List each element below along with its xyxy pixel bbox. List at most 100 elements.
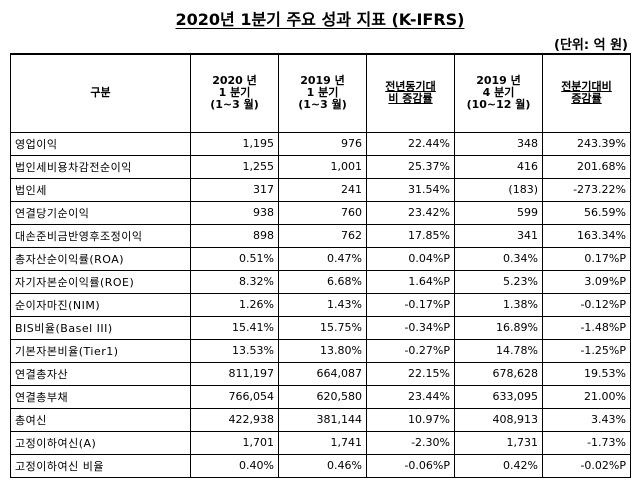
cell-yoy-change: 17.85% (366, 223, 455, 248)
cell-2019-q1: 760 (278, 200, 367, 225)
cell-2020-q1: 8.32% (190, 269, 279, 294)
cell-2019-q4: 16.89% (454, 315, 543, 340)
cell-2019-q1: 664,087 (278, 361, 367, 386)
table-row: BIS비율(Basel III) 15.41% 15.75% -0.34%P 16.89… (10, 315, 631, 340)
row-label: 총여신 (10, 407, 191, 432)
cell-2019-q4: (183) (454, 177, 543, 202)
cell-2019-q1: 976 (278, 131, 367, 156)
cell-2019-q4: 599 (454, 200, 543, 225)
performance-table: 구분 2020 년 1 분기 (1~3 월) 2019 년 1 분기 (1~3 … (10, 53, 631, 478)
cell-yoy-change: 10.97% (366, 407, 455, 432)
row-label: 연결당기순이익 (10, 200, 191, 225)
cell-2019-q4: 408,913 (454, 407, 543, 432)
cell-2019-q1: 0.47% (278, 246, 367, 271)
header-2019-q1: 2019 년 1 분기 (1~3 월) (278, 53, 367, 133)
cell-yoy-change: 31.54% (366, 177, 455, 202)
header-qoq-change: 전분기대비 증감률 (542, 53, 631, 133)
header-row: 구분 2020 년 1 분기 (1~3 월) 2019 년 1 분기 (1~3 … (10, 53, 631, 133)
row-label: 순이자마진(NIM) (10, 292, 191, 317)
row-label: 고정이하여신 비율 (10, 453, 191, 478)
cell-2019-q1: 381,144 (278, 407, 367, 432)
cell-yoy-change: 0.04%P (366, 246, 455, 271)
table-row: 연결당기순이익 938 760 23.42% 599 56.59% (10, 200, 631, 225)
cell-2019-q4: 678,628 (454, 361, 543, 386)
cell-yoy-change: -0.34%P (366, 315, 455, 340)
cell-yoy-change: -0.06%P (366, 453, 455, 478)
row-label: 연결총자산 (10, 361, 191, 386)
cell-2019-q1: 1,741 (278, 430, 367, 455)
cell-qoq-change: 3.09%P (542, 269, 631, 294)
table-row: 법인세비용차감전순이익 1,255 1,001 25.37% 416 201.68% (10, 154, 631, 179)
row-label: 총자산순이익률(ROA) (10, 246, 191, 271)
cell-2019-q4: 14.78% (454, 338, 543, 363)
cell-2020-q1: 422,938 (190, 407, 279, 432)
table-row: 총여신 422,938 381,144 10.97% 408,913 3.43% (10, 407, 631, 432)
cell-qoq-change: -1.48%P (542, 315, 631, 340)
cell-yoy-change: 23.42% (366, 200, 455, 225)
cell-2019-q1: 620,580 (278, 384, 367, 409)
row-label: 법인세 (10, 177, 191, 202)
cell-yoy-change: -0.27%P (366, 338, 455, 363)
cell-2019-q4: 341 (454, 223, 543, 248)
cell-qoq-change: -1.25%P (542, 338, 631, 363)
cell-yoy-change: -0.17%P (366, 292, 455, 317)
cell-2019-q1: 762 (278, 223, 367, 248)
cell-2020-q1: 0.40% (190, 453, 279, 478)
cell-qoq-change: 0.17%P (542, 246, 631, 271)
cell-2019-q1: 15.75% (278, 315, 367, 340)
table-row: 대손준비금반영후조정이익 898 762 17.85% 341 163.34% (10, 223, 631, 248)
cell-yoy-change: 22.15% (366, 361, 455, 386)
cell-2019-q4: 416 (454, 154, 543, 179)
cell-2020-q1: 1.26% (190, 292, 279, 317)
cell-yoy-change: -2.30% (366, 430, 455, 455)
row-label: 법인세비용차감전순이익 (10, 154, 191, 179)
cell-qoq-change: 201.68% (542, 154, 631, 179)
row-label: BIS비율(Basel III) (10, 315, 191, 340)
cell-qoq-change: 243.39% (542, 131, 631, 156)
cell-yoy-change: 23.44% (366, 384, 455, 409)
cell-2020-q1: 1,255 (190, 154, 279, 179)
page-title: 2020년 1분기 주요 성과 지표 (K-IFRS) (175, 10, 465, 29)
cell-2019-q1: 1,001 (278, 154, 367, 179)
header-2019-q4: 2019 년 4 분기 (10~12 월) (454, 53, 543, 133)
cell-2019-q1: 0.46% (278, 453, 367, 478)
unit-label: (단위: 억 원) (554, 38, 628, 53)
cell-2020-q1: 898 (190, 223, 279, 248)
header-category: 구분 (10, 53, 191, 133)
cell-2019-q1: 13.80% (278, 338, 367, 363)
row-label: 기본자본비율(Tier1) (10, 338, 191, 363)
cell-qoq-change: -1.73% (542, 430, 631, 455)
cell-2020-q1: 938 (190, 200, 279, 225)
cell-qoq-change: -273.22% (542, 177, 631, 202)
row-label: 연결총부채 (10, 384, 191, 409)
table-row: 기본자본비율(Tier1) 13.53% 13.80% -0.27%P 14.78% -1… (10, 338, 631, 363)
cell-2020-q1: 811,197 (190, 361, 279, 386)
cell-2020-q1: 317 (190, 177, 279, 202)
table-row: 연결총자산 811,197 664,087 22.15% 678,628 19.53% (10, 361, 631, 386)
cell-2019-q4: 5.23% (454, 269, 543, 294)
cell-qoq-change: 56.59% (542, 200, 631, 225)
cell-2020-q1: 1,195 (190, 131, 279, 156)
cell-2020-q1: 13.53% (190, 338, 279, 363)
table-row: 자기자본순이익률(ROE) 8.32% 6.68% 1.64%P 5.23% 3.09%P (10, 269, 631, 294)
cell-qoq-change: -0.12%P (542, 292, 631, 317)
table-row: 고정이하여신(A) 1,701 1,741 -2.30% 1,731 -1.73% (10, 430, 631, 455)
row-label: 대손준비금반영후조정이익 (10, 223, 191, 248)
cell-2019-q4: 0.34% (454, 246, 543, 271)
cell-2019-q4: 1,731 (454, 430, 543, 455)
cell-qoq-change: 21.00% (542, 384, 631, 409)
cell-yoy-change: 22.44% (366, 131, 455, 156)
cell-2020-q1: 0.51% (190, 246, 279, 271)
cell-yoy-change: 1.64%P (366, 269, 455, 294)
cell-qoq-change: 3.43% (542, 407, 631, 432)
table-row: 순이자마진(NIM) 1.26% 1.43% -0.17%P 1.38% -0.12%P (10, 292, 631, 317)
cell-2020-q1: 15.41% (190, 315, 279, 340)
table-row: 법인세 317 241 31.54% (183) -273.22% (10, 177, 631, 202)
row-label: 고정이하여신(A) (10, 430, 191, 455)
cell-2019-q1: 1.43% (278, 292, 367, 317)
cell-yoy-change: 25.37% (366, 154, 455, 179)
cell-2019-q1: 6.68% (278, 269, 367, 294)
table-row: 총자산순이익률(ROA) 0.51% 0.47% 0.04%P 0.34% 0.17%P (10, 246, 631, 271)
row-label: 영업이익 (10, 131, 191, 156)
cell-2019-q1: 241 (278, 177, 367, 202)
